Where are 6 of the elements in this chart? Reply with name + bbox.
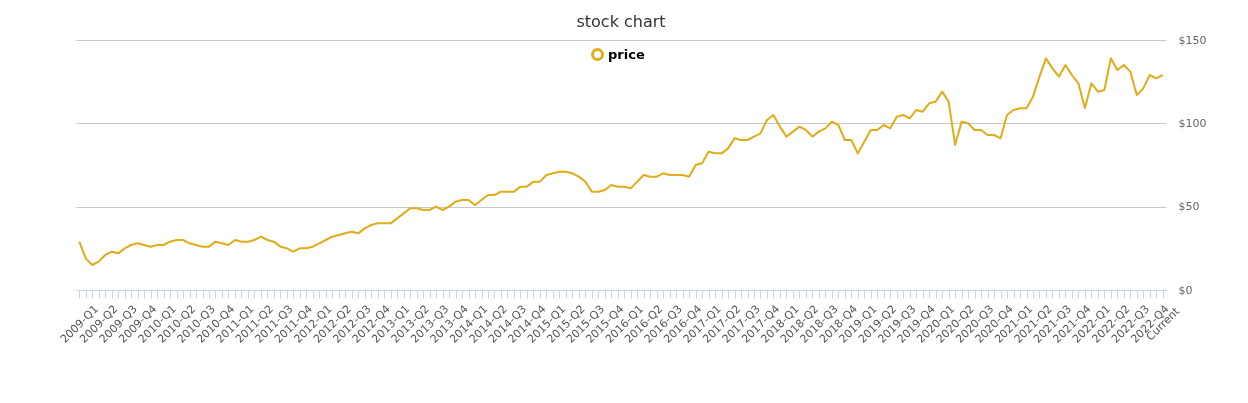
y-tick-label: $0 <box>1178 283 1193 297</box>
chart-title: stock chart <box>576 12 666 31</box>
legend-label: price <box>608 46 645 62</box>
y-tick-label: $100 <box>1178 116 1207 130</box>
y-tick-label: $50 <box>1178 200 1200 214</box>
y-tick-label: $150 <box>1178 33 1207 47</box>
